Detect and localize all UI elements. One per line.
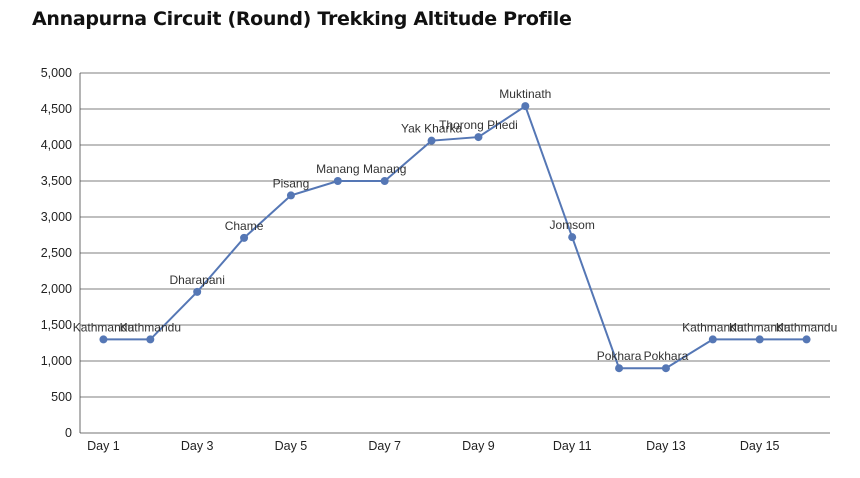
data-point [802, 335, 811, 344]
y-tick-label: 2,500 [41, 246, 72, 260]
data-label: Kathmandu [120, 320, 181, 334]
data-point [146, 335, 155, 344]
data-label: Manang [316, 162, 359, 176]
data-point [755, 335, 764, 344]
data-label: Pokhara [644, 349, 689, 363]
data-point [661, 364, 670, 373]
data-label: Kathmandu [682, 320, 743, 334]
y-tick-label: 2,000 [41, 282, 72, 296]
data-point [240, 233, 249, 242]
data-point [474, 133, 483, 142]
data-label: Jomsom [550, 218, 595, 232]
data-label: Chame [225, 219, 264, 233]
data-point [333, 177, 342, 185]
data-label: Dharapani [170, 273, 225, 287]
data-point [708, 335, 717, 344]
x-tick-label: Day 1 [87, 439, 120, 453]
y-tick-label: 3,000 [41, 210, 72, 224]
data-point [99, 335, 108, 344]
data-point [615, 364, 624, 373]
y-tick-label: 500 [51, 390, 72, 404]
data-point [521, 102, 530, 111]
y-tick-label: 4,500 [41, 102, 72, 116]
x-tick-label: Day 5 [275, 439, 308, 453]
data-point [193, 287, 202, 296]
x-tick-label: Day 9 [462, 439, 495, 453]
x-tick-label: Day 15 [740, 439, 780, 453]
y-tick-label: 5,000 [41, 66, 72, 80]
series-line [103, 104, 807, 370]
data-label: Kathmandu [776, 320, 837, 334]
y-tick-label: 3,500 [41, 174, 72, 188]
data-label: Pokhara [597, 349, 642, 363]
data-label: Manang [363, 162, 406, 176]
data-label: Kathmandu [729, 320, 790, 334]
data-point [427, 136, 436, 145]
chart-title: Annapurna Circuit (Round) Trekking Altit… [32, 8, 572, 30]
x-tick-label: Day 13 [646, 439, 686, 453]
data-label: Kathmandu [73, 320, 134, 334]
y-tick-label: 1,000 [41, 354, 72, 368]
data-label: Thorong Phedi [439, 118, 518, 132]
data-label: Muktinath [499, 87, 551, 101]
data-point [380, 177, 389, 185]
y-tick-label: 0 [65, 426, 72, 440]
data-point [568, 233, 577, 242]
y-tick-label: 1,500 [41, 318, 72, 332]
x-tick-label: Day 3 [181, 439, 214, 453]
x-tick-label: Day 7 [368, 439, 401, 453]
y-tick-label: 4,000 [41, 138, 72, 152]
data-point [286, 191, 295, 200]
x-tick-label: Day 11 [553, 439, 592, 453]
data-label: Pisang [273, 176, 310, 190]
data-label: Yak Kharka [401, 122, 462, 136]
